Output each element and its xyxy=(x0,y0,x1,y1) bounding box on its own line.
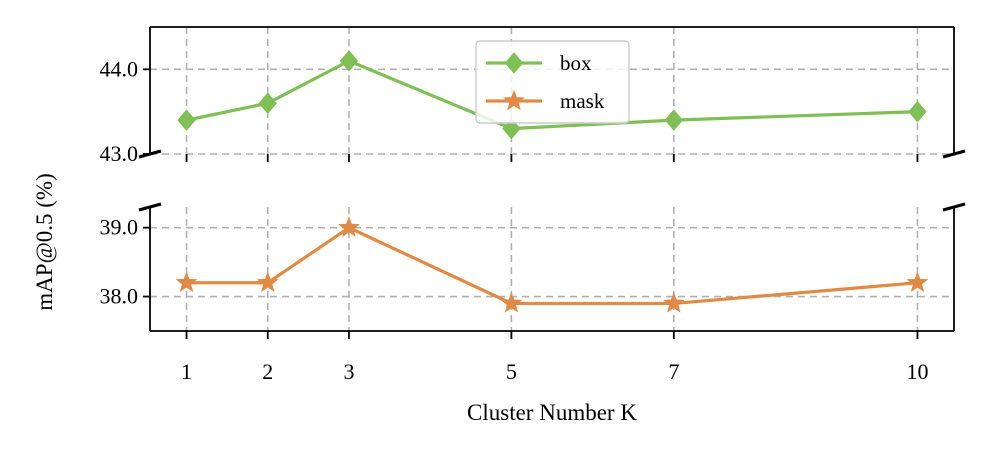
legend-box xyxy=(475,40,630,124)
data-point-mask xyxy=(500,292,523,313)
axis-break-mark xyxy=(138,149,162,159)
x-tick-label: 7 xyxy=(668,359,679,384)
axis-break-mark xyxy=(942,149,966,159)
x-axis-label: Cluster Number K xyxy=(467,400,637,425)
data-point-box xyxy=(258,92,277,114)
x-tick-label: 5 xyxy=(506,359,517,384)
series-line-box xyxy=(186,59,918,131)
data-point-mask xyxy=(256,271,279,293)
x-axis-ticks: 1 2 3 5 7 10 xyxy=(181,359,928,384)
data-point-mask xyxy=(662,292,685,313)
data-point-mask xyxy=(906,271,929,293)
axis-break-mark xyxy=(138,202,162,212)
y-axis-label: mAP@0.5 (%) xyxy=(32,173,57,310)
y-tick-label: 43.0 xyxy=(100,141,139,166)
data-point-box xyxy=(177,109,196,131)
x-tick-label: 10 xyxy=(906,359,928,384)
x-tick-label: 2 xyxy=(262,359,273,384)
bottom-panel: 38.0 39.0 xyxy=(100,202,966,339)
data-point-box xyxy=(664,109,683,131)
legend-marker-box xyxy=(504,52,524,74)
y-tick-label: 44.0 xyxy=(100,56,139,81)
legend-marker-mask xyxy=(503,89,525,111)
y-tick-label: 38.0 xyxy=(100,284,139,309)
data-point-box xyxy=(339,50,359,72)
top-panel: 43.0 44.0 xyxy=(100,26,966,166)
x-tick-label: 1 xyxy=(181,359,192,384)
legend-label-box: box xyxy=(560,51,592,75)
axis-break-mark xyxy=(942,202,966,212)
series-line-mask xyxy=(186,226,918,306)
legend-label-mask: mask xyxy=(560,89,605,113)
x-tick-label: 3 xyxy=(343,359,354,384)
data-point-mask xyxy=(338,216,360,237)
data-point-mask xyxy=(175,271,198,293)
y-tick-label: 39.0 xyxy=(100,215,139,240)
legend: box mask xyxy=(475,40,630,124)
data-point-box xyxy=(908,100,927,123)
